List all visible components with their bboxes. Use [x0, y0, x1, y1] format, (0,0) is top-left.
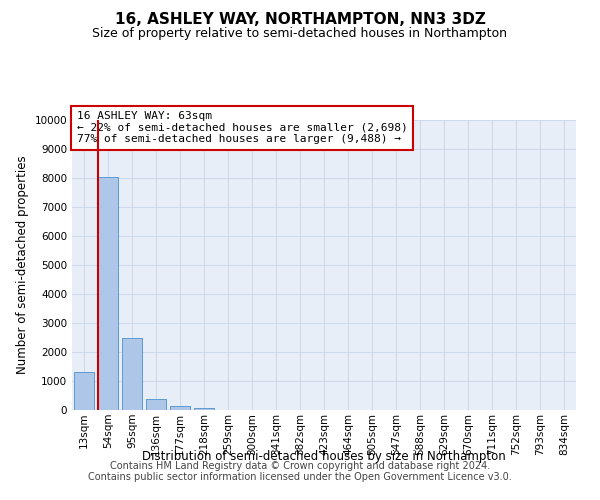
Bar [194, 408, 214, 410]
Text: 16, ASHLEY WAY, NORTHAMPTON, NN3 3DZ: 16, ASHLEY WAY, NORTHAMPTON, NN3 3DZ [115, 12, 485, 28]
Text: Size of property relative to semi-detached houses in Northampton: Size of property relative to semi-detach… [92, 28, 508, 40]
Bar [146, 399, 166, 410]
Bar [98, 176, 118, 410]
Bar [122, 338, 142, 410]
Text: Distribution of semi-detached houses by size in Northampton: Distribution of semi-detached houses by … [142, 450, 506, 463]
Text: 16 ASHLEY WAY: 63sqm
← 22% of semi-detached houses are smaller (2,698)
77% of se: 16 ASHLEY WAY: 63sqm ← 22% of semi-detac… [77, 112, 408, 144]
Y-axis label: Number of semi-detached properties: Number of semi-detached properties [16, 156, 29, 374]
Bar [74, 372, 94, 410]
Bar [170, 406, 190, 410]
Text: Contains HM Land Registry data © Crown copyright and database right 2024.
Contai: Contains HM Land Registry data © Crown c… [88, 461, 512, 482]
